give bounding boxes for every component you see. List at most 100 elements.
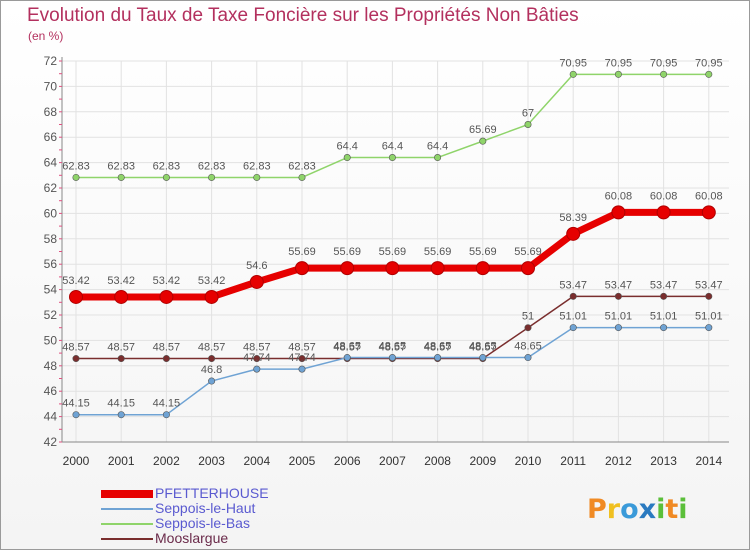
data-label: 51.01 bbox=[650, 311, 678, 323]
data-label: 53.47 bbox=[695, 279, 723, 291]
data-point bbox=[656, 205, 671, 220]
data-point bbox=[72, 411, 80, 419]
data-label: 44.15 bbox=[62, 398, 90, 410]
data-label: 48.57 bbox=[243, 342, 271, 354]
x-tick-label: 2005 bbox=[289, 454, 316, 468]
data-point bbox=[162, 355, 170, 363]
data-point bbox=[298, 365, 306, 373]
x-tick-label: 2009 bbox=[469, 454, 496, 468]
data-label: 64.4 bbox=[336, 141, 357, 153]
data-label: 48.57 bbox=[333, 342, 361, 354]
proxiti-logo: Proxiti bbox=[587, 494, 688, 525]
data-point bbox=[298, 355, 306, 363]
x-tick-label: 2002 bbox=[153, 454, 180, 468]
data-point bbox=[253, 355, 261, 363]
data-label: 51.01 bbox=[559, 311, 587, 323]
y-tick-label: 66 bbox=[44, 130, 58, 144]
data-label: 48.57 bbox=[379, 342, 407, 354]
x-tick-label: 2014 bbox=[695, 454, 722, 468]
data-point bbox=[162, 173, 170, 181]
data-point bbox=[208, 173, 216, 181]
data-point bbox=[208, 377, 216, 385]
legend-item: Seppois-le-Haut bbox=[101, 500, 361, 516]
data-point bbox=[253, 173, 261, 181]
data-label: 70.95 bbox=[559, 57, 587, 69]
data-point bbox=[614, 70, 622, 78]
data-label: 48.65 bbox=[333, 341, 361, 353]
y-tick-label: 44 bbox=[44, 410, 58, 424]
data-label: 53.42 bbox=[153, 275, 181, 287]
data-point bbox=[660, 292, 668, 300]
data-label: 55.69 bbox=[333, 246, 361, 258]
y-tick-label: 50 bbox=[44, 333, 58, 347]
data-label: 67 bbox=[522, 108, 534, 120]
data-point bbox=[388, 354, 396, 362]
x-tick-label: 2008 bbox=[424, 454, 451, 468]
data-point bbox=[204, 289, 219, 304]
y-axis-unit-label: (en %) bbox=[28, 29, 64, 43]
data-point bbox=[117, 355, 125, 363]
data-label: 48.57 bbox=[469, 342, 497, 354]
y-tick-label: 54 bbox=[44, 283, 58, 297]
data-label: 60.08 bbox=[605, 190, 633, 202]
data-label: 64.4 bbox=[382, 141, 403, 153]
legend-item: Seppois-le-Bas bbox=[101, 515, 361, 531]
data-label: 47.74 bbox=[243, 352, 271, 364]
data-label: 51 bbox=[522, 311, 534, 323]
y-tick-label: 56 bbox=[44, 257, 58, 271]
y-tick-label: 42 bbox=[44, 435, 58, 449]
data-label: 55.69 bbox=[288, 246, 316, 258]
data-label: 62.83 bbox=[243, 160, 271, 172]
data-label: 62.83 bbox=[62, 160, 90, 172]
x-tick-label: 2001 bbox=[108, 454, 135, 468]
data-point bbox=[479, 354, 487, 362]
data-point bbox=[566, 226, 581, 241]
logo-letter: x bbox=[639, 494, 656, 525]
legend-item: PFETTERHOUSE bbox=[101, 485, 361, 501]
data-label: 53.42 bbox=[198, 275, 226, 287]
x-tick-label: 2007 bbox=[379, 454, 406, 468]
legend-swatch bbox=[101, 490, 153, 498]
y-tick-label: 52 bbox=[44, 308, 58, 322]
data-label: 51.01 bbox=[605, 311, 633, 323]
legend-label: Seppois-le-Bas bbox=[155, 515, 250, 531]
legend-label: PFETTERHOUSE bbox=[155, 485, 269, 501]
data-point bbox=[114, 289, 129, 304]
data-point bbox=[524, 121, 532, 129]
y-tick-label: 46 bbox=[44, 384, 58, 398]
data-point bbox=[162, 411, 170, 419]
data-label: 44.15 bbox=[153, 398, 181, 410]
x-tick-label: 2013 bbox=[650, 454, 677, 468]
data-point bbox=[295, 261, 309, 276]
data-label: 48.65 bbox=[424, 341, 452, 353]
x-tick-label: 2010 bbox=[515, 454, 542, 468]
data-point bbox=[660, 324, 668, 332]
data-point bbox=[117, 173, 125, 181]
data-label: 62.83 bbox=[153, 160, 181, 172]
legend-item: Mooslargue bbox=[101, 530, 361, 546]
logo-letter: P bbox=[587, 494, 607, 525]
data-point bbox=[159, 289, 174, 304]
data-label: 48.65 bbox=[514, 341, 542, 353]
y-tick-label: 72 bbox=[44, 54, 58, 68]
logo-letter: i bbox=[678, 494, 687, 525]
data-point bbox=[475, 261, 490, 276]
data-point bbox=[340, 261, 355, 276]
data-point bbox=[385, 261, 400, 276]
data-label: 48.65 bbox=[469, 341, 497, 353]
data-point bbox=[298, 173, 306, 181]
data-point bbox=[705, 292, 713, 300]
data-label: 53.47 bbox=[650, 279, 678, 291]
data-label: 48.57 bbox=[198, 342, 226, 354]
legend-swatch bbox=[101, 538, 153, 540]
y-tick-label: 70 bbox=[44, 79, 58, 93]
data-label: 55.69 bbox=[469, 246, 497, 258]
proxiti-logo-text: Proxiti bbox=[587, 494, 688, 525]
data-label: 53.42 bbox=[107, 275, 135, 287]
y-tick-label: 60 bbox=[44, 206, 58, 220]
logo-letter: i bbox=[656, 494, 665, 525]
legend-label: Seppois-le-Haut bbox=[155, 500, 256, 516]
data-label: 48.65 bbox=[379, 341, 407, 353]
